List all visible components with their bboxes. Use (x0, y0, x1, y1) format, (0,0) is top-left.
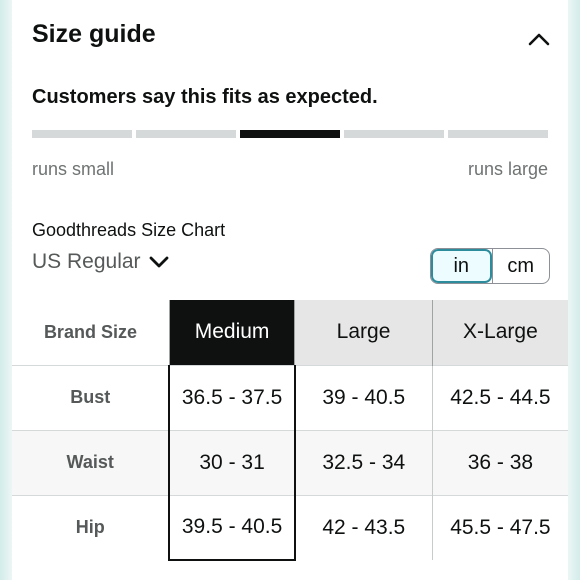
table-row: Waist 30 - 31 32.5 - 34 36 - 38 (12, 429, 568, 495)
fit-segment (448, 130, 548, 138)
table-header-row: Brand Size Medium Large X-Large (12, 300, 568, 365)
table-row: Bust 36.5 - 37.5 39 - 40.5 42.5 - 44.5 (12, 364, 568, 430)
table-cell: 36 - 38 (431, 429, 568, 495)
row-label-waist: Waist (12, 429, 170, 495)
table-cell: 39 - 40.5 (294, 364, 433, 430)
size-column-large[interactable]: Large (294, 300, 433, 365)
runs-large-label: runs large (467, 159, 548, 179)
chevron-down-icon (149, 256, 168, 267)
size-guide-title: Size guide (32, 20, 156, 48)
fit-segment (136, 130, 236, 138)
size-column-x-large[interactable]: X-Large (431, 300, 568, 365)
table-cell: 36.5 - 37.5 (168, 364, 296, 430)
table-cell: 42 - 43.5 (294, 494, 433, 560)
collapse-button[interactable] (524, 24, 554, 54)
unit-cm-button[interactable]: cm (491, 249, 550, 283)
unit-toggle: in cm (430, 248, 550, 284)
row-label-bust: Bust (12, 364, 170, 430)
table-cell: 30 - 31 (168, 429, 296, 495)
region-dropdown-value: US Regular (32, 250, 141, 273)
chevron-up-icon (528, 33, 550, 46)
row-label-hip: Hip (12, 494, 170, 560)
fit-segment-active (240, 130, 340, 138)
size-guide-panel: Size guide Customers say this fits as ex… (12, 0, 568, 580)
fit-segment (32, 130, 132, 138)
table-cell: 32.5 - 34 (294, 429, 433, 495)
unit-in-button[interactable]: in (431, 249, 492, 283)
size-chart-name: Goodthreads Size Chart (32, 220, 226, 240)
region-dropdown[interactable]: US Regular (32, 250, 169, 274)
table-row: Hip 39.5 - 40.5 42 - 43.5 45.5 - 47.5 (12, 494, 568, 561)
table-cell: 45.5 - 47.5 (431, 494, 568, 560)
fit-segment (344, 130, 444, 138)
brand-size-header: Brand Size (12, 300, 170, 365)
table-cell: 39.5 - 40.5 (168, 494, 296, 561)
size-column-medium[interactable]: Medium (168, 300, 295, 365)
table-cell: 42.5 - 44.5 (431, 364, 568, 430)
fit-meter (32, 130, 548, 138)
fit-summary: Customers say this fits as expected. (32, 86, 378, 108)
runs-small-label: runs small (32, 159, 115, 179)
size-chart-table: Brand Size Medium Large X-Large Bust 36.… (12, 300, 568, 561)
